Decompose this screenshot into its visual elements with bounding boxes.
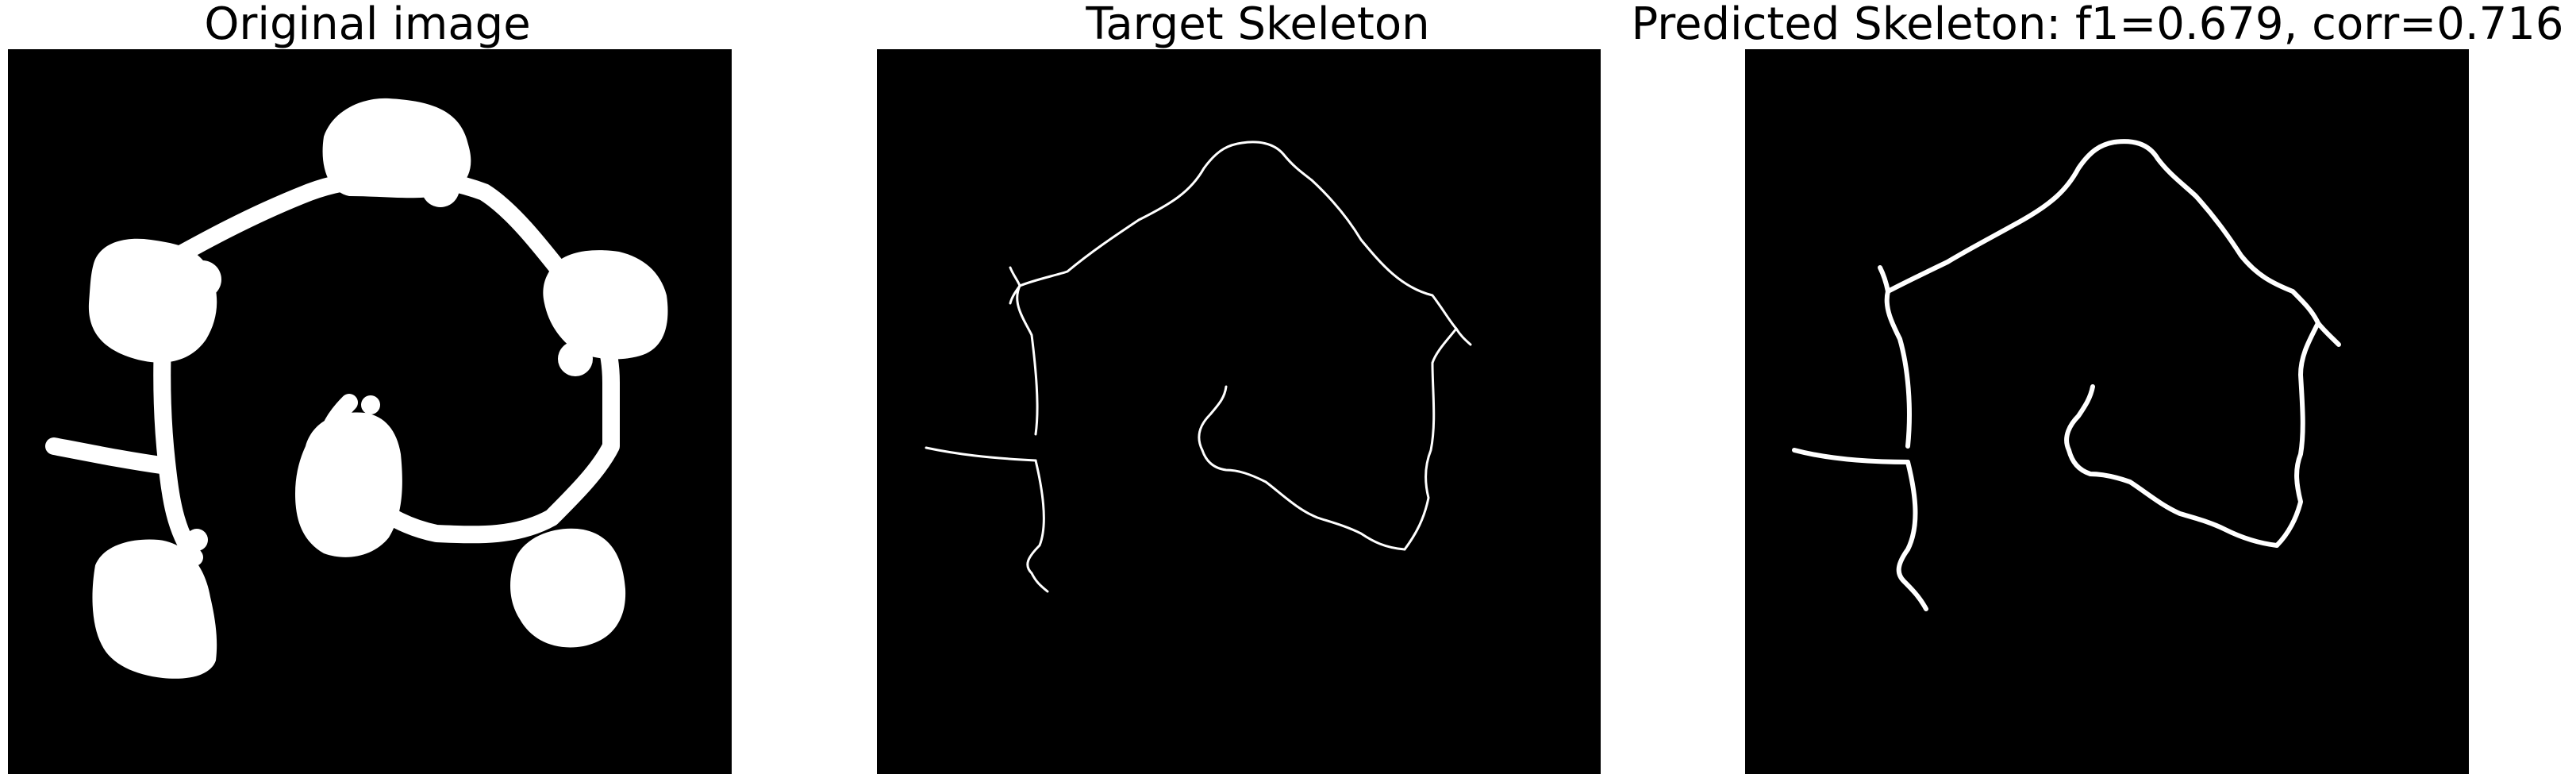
predicted-skeleton-canvas [1792,139,2341,611]
original-image-panel [8,49,732,774]
target-skeleton-canvas [925,141,1472,593]
original-image-canvas [45,98,668,679]
original-shape-blobs [88,98,668,679]
predicted-skeleton-panel [1745,49,2469,774]
target-skeleton-panel [877,49,1601,774]
predicted-skeleton-lines [1792,139,2341,611]
target-skeleton-title: Target Skeleton [1086,0,1430,50]
predicted-skeleton-title: Predicted Skeleton: f1=0.679, corr=0.716 [1631,0,2564,50]
target-skeleton-lines [925,141,1472,593]
original-image-title: Original image [204,0,531,50]
